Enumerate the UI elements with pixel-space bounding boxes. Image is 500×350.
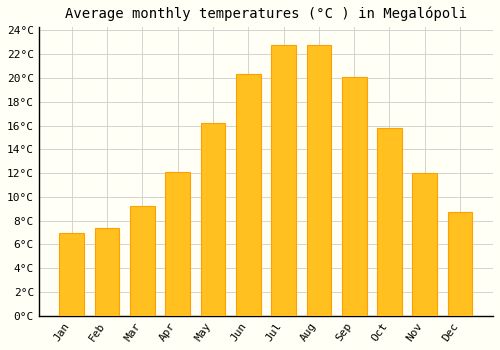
Bar: [377, 128, 402, 316]
Bar: [448, 212, 472, 316]
Title: Average monthly temperatures (°C ) in Megalópoli: Average monthly temperatures (°C ) in Me…: [65, 7, 467, 21]
Bar: [60, 233, 84, 316]
Bar: [166, 172, 190, 316]
Bar: [130, 206, 155, 316]
Bar: [94, 228, 120, 316]
Bar: [200, 123, 226, 316]
Bar: [342, 77, 366, 316]
Bar: [236, 74, 260, 316]
Bar: [412, 173, 437, 316]
Bar: [306, 44, 331, 316]
Bar: [271, 44, 296, 316]
